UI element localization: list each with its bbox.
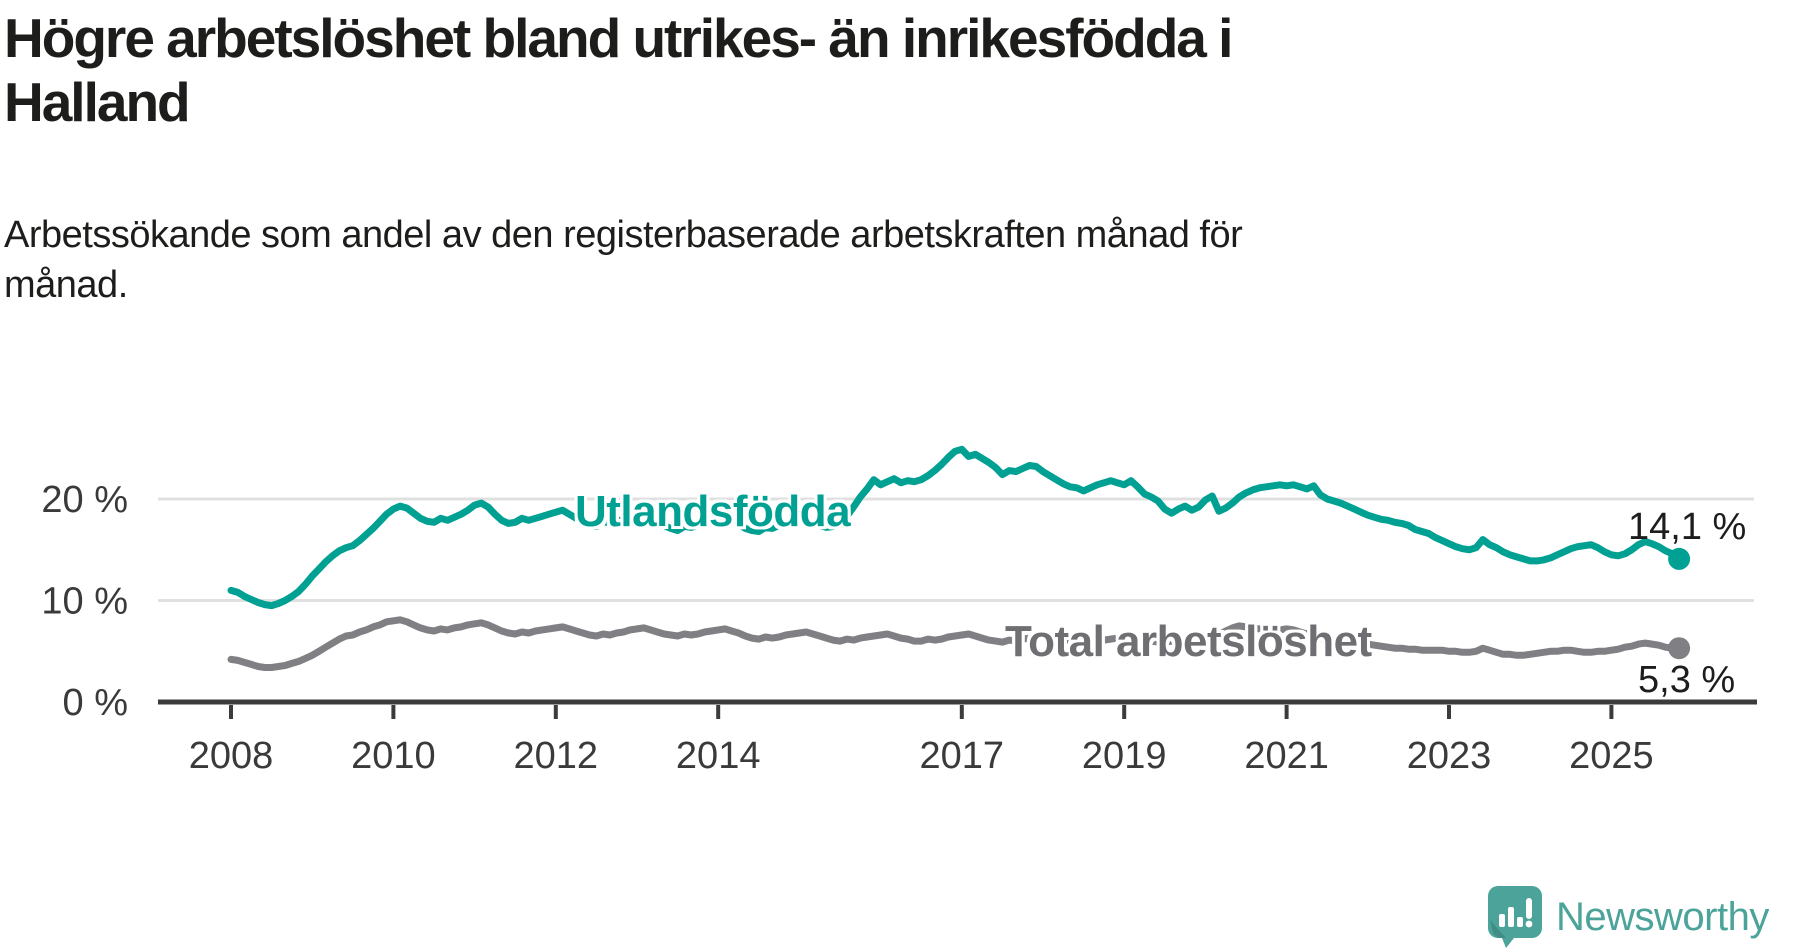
chart-subtitle-line-2: månad. <box>4 264 128 306</box>
x-tick-label-2014: 2014 <box>676 735 761 777</box>
series-end-dot-0 <box>1668 547 1691 570</box>
speech-bubble-bar-chart-icon <box>1488 886 1542 948</box>
page-title-line-2: Halland <box>4 71 191 133</box>
x-tick-label-2025: 2025 <box>1569 735 1654 777</box>
newsworthy-wordmark: Newsworthy <box>1556 894 1769 939</box>
y-tick-label-10: 10 % <box>41 581 128 623</box>
series-line-0 <box>227 445 1683 610</box>
y-tick-label-20: 20 % <box>41 479 128 521</box>
x-tick-label-2021: 2021 <box>1244 735 1329 777</box>
chart-subtitle-line-1: Arbetssökande som andel av den registerb… <box>4 214 1243 256</box>
page-title-line-1: Högre arbetslöshet bland utrikes- än inr… <box>4 7 1233 69</box>
x-tick-label-2010: 2010 <box>351 735 436 777</box>
x-tick-label-2019: 2019 <box>1082 735 1167 777</box>
y-tick-label-0: 0 % <box>63 682 128 724</box>
end-value-utlandsfodda: 14,1 % <box>1628 506 1747 548</box>
chart-subtitle: Arbetssökande som andel av den registerb… <box>4 210 1504 310</box>
series-label-utlandsfodda: Utlandsfödda <box>575 487 851 536</box>
x-tick-label-2017: 2017 <box>920 735 1005 777</box>
series-line-1 <box>227 616 1683 671</box>
end-value-total-arbetsloshet: 5,3 % <box>1638 659 1736 701</box>
x-tick-label-2008: 2008 <box>189 735 274 777</box>
x-tick-label-2023: 2023 <box>1407 735 1492 777</box>
series-label-total-arbetsloshet: Total arbetslöshet <box>1005 617 1372 666</box>
page-title: Högre arbetslöshet bland utrikes- än inr… <box>4 6 1724 134</box>
series-end-dot-1 <box>1668 637 1691 660</box>
newsworthy-logo: Newsworthy <box>1488 886 1769 948</box>
x-tick-label-2012: 2012 <box>514 735 599 777</box>
